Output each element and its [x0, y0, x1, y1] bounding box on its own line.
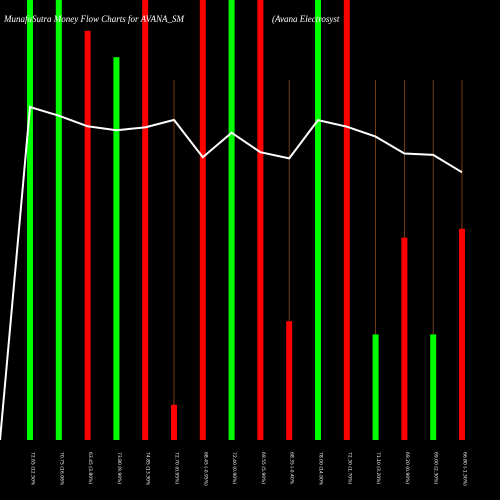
money-flow-bar: [430, 334, 437, 440]
x-tick-label: 68.45 (-0.95%): [202, 452, 208, 486]
x-tick-label: 66.80 (-1.30%): [462, 452, 468, 486]
money-flow-bar: [199, 0, 206, 440]
money-flow-bar: [228, 0, 235, 440]
money-flow-bar: [27, 0, 33, 440]
x-tick-label: 74.85 (13.30%: [145, 452, 151, 486]
x-tick-label: 71.10 (3.20%): [375, 452, 381, 484]
x-tick-label: 69.55 (5.90%): [260, 452, 266, 484]
price-line: [0, 105, 463, 441]
chart-title: MunafaSutra Money Flow Charts for AVANA_…: [3, 14, 184, 24]
x-tick-label: 72.70 (0.95%): [174, 452, 180, 484]
chart-subtitle: (Avana Electrosyst: [272, 14, 340, 24]
x-tick-label: 72.30 (1.70%): [346, 452, 352, 484]
x-tick-label: 72.40 (0.90%): [231, 452, 237, 484]
money-flow-bar: [257, 0, 264, 440]
x-tick-label: 72.65 (12.50%: [30, 452, 36, 486]
money-flow-bar: [84, 30, 91, 441]
money-flow-bar: [343, 0, 350, 440]
x-tick-label: 78.00 (14.00%: [318, 452, 324, 486]
bars: [27, 0, 465, 441]
x-tick-label: 63.45 (3.80%): [87, 452, 93, 484]
x-tick-label: 69.00 (2.30%): [433, 452, 439, 484]
money-flow-bar: [171, 404, 177, 440]
money-flow-bar: [55, 0, 62, 440]
x-tick-label: 70.75 (16.06%: [58, 452, 64, 486]
x-tick-label: 68.35 (-0.40%: [289, 452, 295, 485]
x-tick-label: 73.80 (9.90%): [116, 452, 122, 484]
money-flow-bar: [315, 0, 321, 440]
x-tick-label: 69.20 (0.90%): [404, 452, 410, 484]
money-flow-bar: [286, 321, 293, 440]
money-flow-bar: [459, 228, 465, 440]
money-flow-bar: [113, 57, 120, 440]
x-tick-labels: 72.65 (12.50% 70.75 (16.06% 63.45 (3.80%) 7…: [30, 452, 468, 486]
money-flow-bar: [401, 237, 408, 440]
money-flow-bar: [372, 334, 379, 440]
money-flow-bar: [142, 0, 149, 440]
